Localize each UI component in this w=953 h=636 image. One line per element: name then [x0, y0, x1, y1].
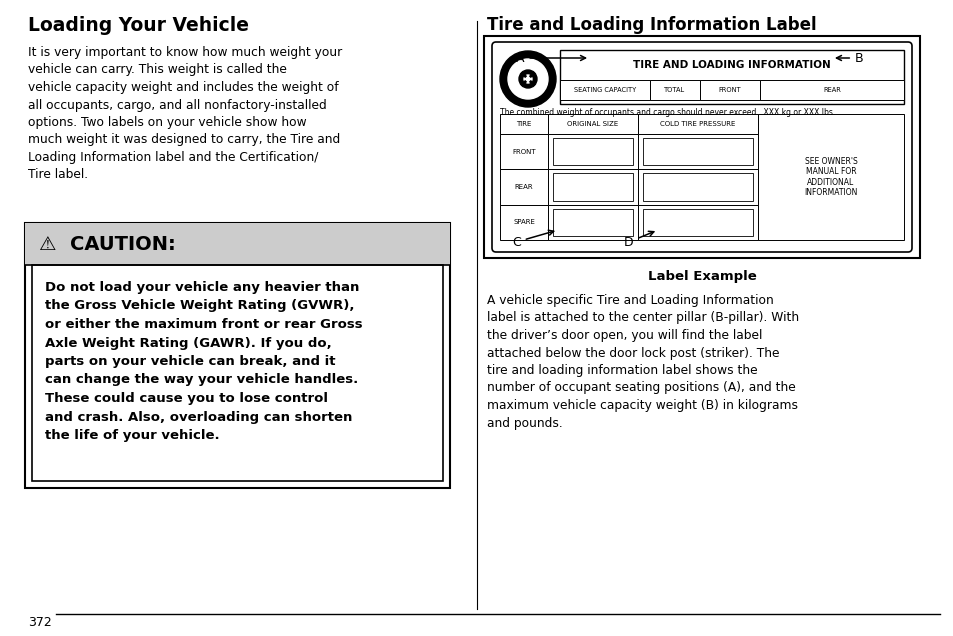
Bar	[499, 169, 547, 205]
Text: Do not load your vehicle any heavier than
the Gross Vehicle Weight Rating (GVWR): Do not load your vehicle any heavier tha…	[45, 281, 362, 442]
Bar	[758, 114, 903, 240]
Bar	[638, 169, 758, 205]
Bar	[553, 174, 633, 201]
Bar	[642, 138, 752, 165]
Text: REAR: REAR	[822, 87, 840, 93]
Text: C: C	[512, 230, 553, 249]
Text: It is very important to know how much weight your
vehicle can carry. This weight: It is very important to know how much we…	[28, 46, 342, 181]
Text: SEATING CAPACITY: SEATING CAPACITY	[574, 87, 636, 93]
Bar	[25, 223, 450, 488]
Bar	[642, 209, 752, 236]
Bar	[499, 205, 547, 240]
Bar	[638, 134, 758, 169]
Bar	[547, 169, 638, 205]
Text: TIRE: TIRE	[516, 121, 531, 127]
Bar	[32, 265, 442, 481]
Bar	[499, 134, 547, 169]
Text: A: A	[516, 52, 585, 64]
Text: 372: 372	[28, 616, 51, 629]
Text: ⚠  CAUTION:: ⚠ CAUTION:	[39, 235, 175, 254]
Text: D: D	[623, 232, 653, 249]
Text: Label Example: Label Example	[647, 270, 756, 283]
Bar	[700, 80, 760, 100]
Text: The combined weight of occupants and cargo should never exceed   XXX kg or XXX l: The combined weight of occupants and car…	[499, 108, 835, 117]
Text: SEE OWNER'S
MANUAL FOR
ADDITIONAL
INFORMATION: SEE OWNER'S MANUAL FOR ADDITIONAL INFORM…	[803, 157, 857, 197]
Circle shape	[523, 75, 532, 83]
Bar	[25, 223, 450, 265]
Bar	[638, 114, 758, 134]
Text: TOTAL: TOTAL	[663, 87, 685, 93]
Circle shape	[507, 59, 547, 99]
Bar	[553, 209, 633, 236]
Text: B: B	[836, 52, 862, 64]
Bar	[547, 134, 638, 169]
Circle shape	[499, 51, 556, 107]
Text: ORIGINAL SIZE: ORIGINAL SIZE	[567, 121, 618, 127]
Bar	[760, 80, 903, 100]
Bar	[638, 205, 758, 240]
Text: REAR: REAR	[515, 184, 533, 190]
Text: TIRE AND LOADING INFORMATION: TIRE AND LOADING INFORMATION	[633, 60, 830, 70]
Text: FRONT: FRONT	[512, 149, 536, 155]
Bar	[642, 174, 752, 201]
Text: SPARE: SPARE	[513, 219, 535, 225]
Text: COLD TIRE PRESSURE: COLD TIRE PRESSURE	[659, 121, 735, 127]
Circle shape	[518, 70, 537, 88]
Bar	[547, 205, 638, 240]
Bar	[559, 50, 903, 104]
Bar	[649, 80, 700, 100]
Text: FRONT: FRONT	[718, 87, 740, 93]
Text: Tire and Loading Information Label: Tire and Loading Information Label	[486, 16, 816, 34]
Bar	[553, 138, 633, 165]
Text: A vehicle specific Tire and Loading Information
label is attached to the center : A vehicle specific Tire and Loading Info…	[486, 294, 799, 429]
FancyBboxPatch shape	[492, 42, 911, 252]
Bar	[547, 114, 638, 134]
Bar	[483, 36, 919, 258]
Bar	[559, 80, 649, 100]
Bar	[499, 114, 547, 134]
Text: Loading Your Vehicle: Loading Your Vehicle	[28, 16, 249, 35]
